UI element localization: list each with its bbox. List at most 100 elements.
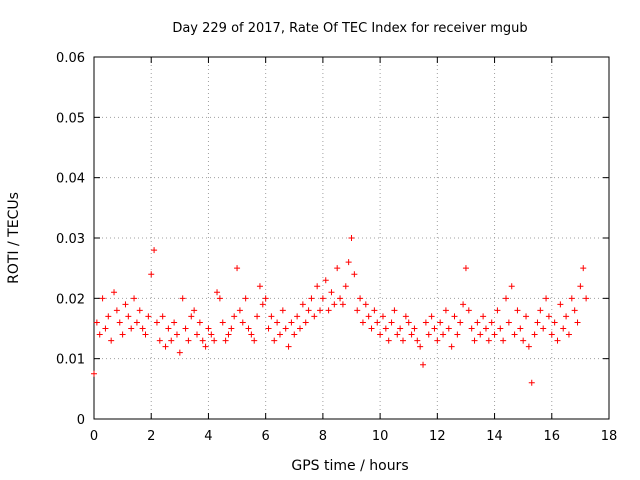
data-point [488, 319, 495, 326]
data-point [116, 319, 123, 326]
data-point [334, 265, 341, 272]
data-point [503, 295, 509, 302]
data-point [442, 307, 449, 314]
data-point [322, 277, 329, 284]
data-point [236, 307, 243, 314]
y-tick-label: 0.05 [56, 111, 85, 126]
data-point [179, 295, 186, 302]
data-point [445, 325, 452, 332]
data-point [125, 313, 132, 320]
data-point [325, 307, 332, 314]
data-point [205, 325, 212, 332]
data-point [122, 301, 129, 308]
data-point [454, 331, 461, 338]
data-point [256, 283, 263, 290]
data-point [400, 337, 406, 344]
data-point [156, 337, 163, 344]
data-point [182, 325, 189, 332]
data-point [111, 289, 118, 296]
data-point [219, 319, 226, 326]
data-point [216, 295, 223, 302]
data-point [319, 295, 326, 302]
data-point [411, 325, 418, 332]
data-point [168, 337, 175, 344]
data-point [440, 331, 447, 338]
data-point [371, 307, 378, 314]
data-point [194, 331, 200, 338]
data-point [465, 307, 472, 314]
data-point [262, 295, 269, 302]
data-point [265, 325, 272, 332]
data-point [176, 349, 183, 356]
data-point [214, 289, 221, 296]
data-point [563, 313, 570, 320]
y-tick-label: 0.03 [56, 232, 85, 247]
data-point [337, 295, 344, 302]
data-point [128, 325, 135, 332]
data-point [239, 319, 246, 326]
data-point [531, 331, 538, 338]
chart-title: Day 229 of 2017, Rate Of TEC Index for r… [172, 21, 527, 36]
data-point [93, 319, 100, 326]
data-point [228, 325, 235, 332]
data-point [517, 325, 524, 332]
data-point [543, 295, 550, 302]
data-point [577, 283, 584, 290]
data-point [480, 313, 487, 320]
data-point [288, 319, 295, 326]
data-point [159, 313, 166, 320]
x-tick-label: 10 [372, 429, 389, 444]
data-point [568, 295, 575, 302]
y-tick-label: 0.06 [56, 51, 85, 66]
data-point [271, 337, 278, 344]
data-point [354, 307, 361, 314]
data-point [302, 319, 309, 326]
data-point [119, 331, 126, 338]
data-point [317, 307, 324, 314]
x-tick-label: 4 [204, 429, 212, 444]
data-point [368, 325, 375, 332]
data-point [500, 337, 507, 344]
data-point [377, 331, 384, 338]
data-point [505, 319, 512, 326]
data-point [402, 313, 409, 320]
data-point [431, 325, 438, 332]
data-point [291, 331, 298, 338]
data-point [91, 370, 97, 377]
data-point [274, 319, 281, 326]
data-point [311, 313, 318, 320]
data-point [477, 331, 484, 338]
data-point [131, 295, 138, 302]
data-point [285, 343, 292, 350]
data-point [494, 307, 501, 314]
y-axis: 0 0.01 0.02 0.03 0.04 0.05 0.06 [56, 51, 609, 428]
data-point [511, 331, 518, 338]
data-point [434, 337, 441, 344]
data-point [196, 319, 203, 326]
data-point [382, 325, 389, 332]
data-point [482, 325, 489, 332]
data-point [471, 337, 478, 344]
data-point [460, 301, 467, 308]
data-point [297, 325, 303, 332]
data-point [357, 295, 364, 302]
data-point [208, 331, 215, 338]
data-point [508, 283, 515, 290]
data-point [580, 265, 587, 272]
data-point [405, 319, 412, 326]
data-point [113, 307, 120, 314]
data-point [139, 325, 146, 332]
x-tick-label: 0 [90, 429, 98, 444]
data-point [248, 331, 255, 338]
data-point [534, 319, 541, 326]
data-point [153, 319, 160, 326]
data-point [428, 313, 435, 320]
x-tick-label: 18 [601, 429, 618, 444]
data-point [276, 331, 283, 338]
data-point [408, 331, 415, 338]
data-point [385, 337, 392, 344]
data-point [468, 325, 475, 332]
data-point [99, 295, 106, 302]
data-point [148, 271, 155, 278]
data-point [557, 301, 564, 308]
